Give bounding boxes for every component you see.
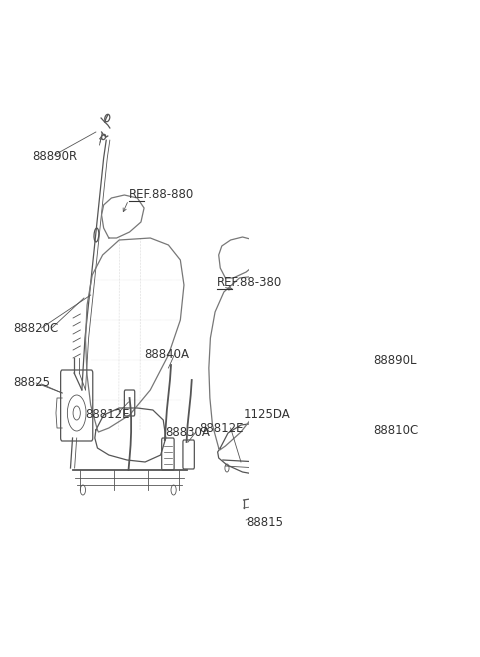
Text: 88890L: 88890L (373, 353, 417, 367)
Text: 88840A: 88840A (144, 348, 189, 361)
Text: 88830A: 88830A (165, 426, 210, 440)
Text: 88815: 88815 (246, 516, 283, 528)
Text: 88890R: 88890R (33, 150, 78, 164)
Text: 1125DA: 1125DA (243, 409, 290, 422)
Text: 88812E: 88812E (85, 409, 130, 422)
Text: 88820C: 88820C (13, 321, 58, 334)
Text: REF.88-380: REF.88-380 (216, 277, 282, 290)
Text: 88825: 88825 (13, 376, 50, 390)
Text: 88810C: 88810C (373, 424, 419, 436)
Text: 88812E: 88812E (200, 422, 244, 434)
Text: REF.88-880: REF.88-880 (129, 189, 194, 202)
